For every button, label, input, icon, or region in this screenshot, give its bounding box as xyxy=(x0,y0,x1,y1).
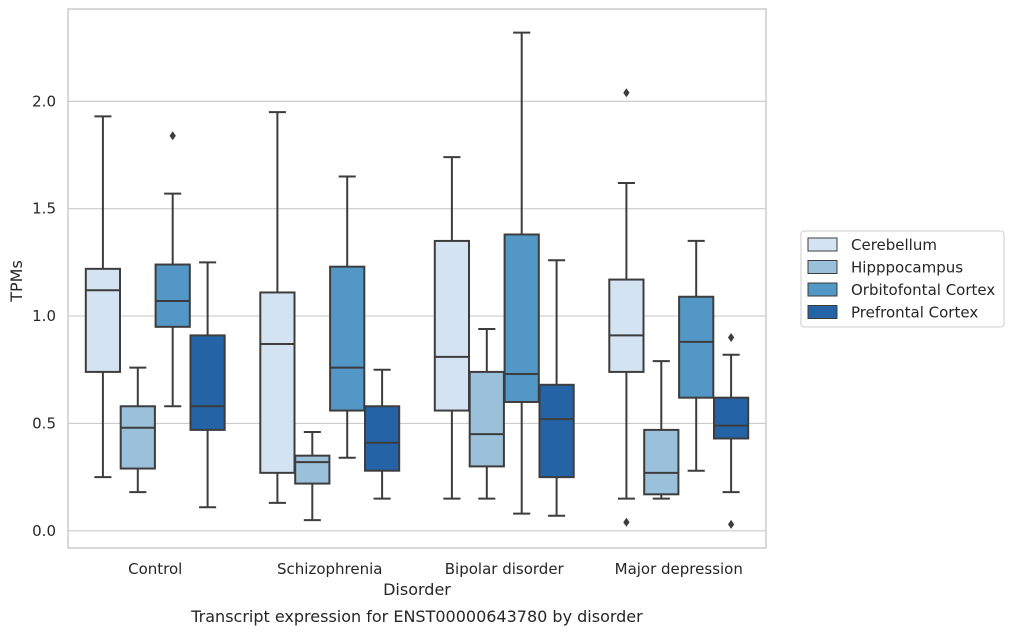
legend-label: Prefrontal Cortex xyxy=(851,304,978,322)
outlier-point xyxy=(623,517,630,527)
x-axis-label: Disorder xyxy=(383,580,451,599)
iqr-box xyxy=(259,291,296,474)
box-0-1 xyxy=(119,366,156,494)
iqr-box xyxy=(119,405,156,470)
outlier-point xyxy=(727,333,735,343)
legend-swatch xyxy=(807,237,838,252)
iqr-box xyxy=(538,383,575,479)
iqr-box xyxy=(468,370,505,468)
y-tick-label: 0.0 xyxy=(32,522,56,540)
legend: Cerebellum Hipppocampus Orbitofontal Corte… xyxy=(800,230,1005,328)
box-0-2 xyxy=(154,131,191,408)
outlier-point xyxy=(169,131,176,141)
legend-swatch xyxy=(807,282,838,297)
iqr-box xyxy=(294,454,331,485)
x-axis-ticks: Control Schizophrenia Bipolar disorder Majo… xyxy=(128,560,743,578)
box-3-0 xyxy=(608,88,645,527)
legend-swatch xyxy=(807,305,838,319)
iqr-box xyxy=(712,396,750,440)
legend-label: Cerebellum xyxy=(851,236,937,254)
iqr-box xyxy=(433,239,471,412)
box-2-0 xyxy=(433,156,471,500)
y-tick-label: 1.5 xyxy=(32,200,56,218)
box-3-2 xyxy=(678,239,715,472)
plot-frame xyxy=(67,8,767,549)
iqr-box xyxy=(503,233,540,403)
x-tick-label: Major depression xyxy=(615,560,743,578)
iqr-box xyxy=(329,265,366,412)
box-plots xyxy=(84,31,750,529)
box-3-1 xyxy=(643,360,680,500)
y-axis-label: TPMs xyxy=(7,260,26,303)
legend-swatch xyxy=(807,260,838,274)
box-0-3 xyxy=(189,261,226,509)
legend-frame xyxy=(800,230,1005,328)
y-axis-ticks: 0.0 0.5 1.0 1.5 2.0 xyxy=(32,92,56,539)
legend-label: Orbitofontal Cortex xyxy=(851,281,995,299)
iqr-box xyxy=(363,405,401,472)
iqr-box xyxy=(678,295,715,399)
box-3-3 xyxy=(712,333,750,529)
iqr-box xyxy=(608,278,645,373)
outlier-point xyxy=(727,519,735,529)
box-2-1 xyxy=(468,327,505,500)
x-tick-label: Schizophrenia xyxy=(277,560,382,578)
iqr-box xyxy=(154,263,191,328)
box-0-0 xyxy=(84,115,122,479)
box-1-3 xyxy=(363,368,401,500)
box-1-2 xyxy=(329,175,366,459)
box-2-3 xyxy=(538,259,575,517)
outlier-point xyxy=(623,88,630,98)
y-tick-label: 0.5 xyxy=(32,414,56,432)
iqr-box xyxy=(189,334,226,431)
box-1-1 xyxy=(294,431,331,522)
box-2-2 xyxy=(503,31,540,515)
box-1-0 xyxy=(259,111,296,504)
legend-label: Hipppocampus xyxy=(851,259,963,277)
chart-caption: Transcript expression for ENST0000064378… xyxy=(190,607,643,626)
y-tick-label: 1.0 xyxy=(32,307,56,325)
iqr-box xyxy=(84,267,122,373)
iqr-box xyxy=(643,428,680,496)
x-tick-label: Control xyxy=(128,560,182,578)
x-tick-label: Bipolar disorder xyxy=(445,560,565,578)
y-tick-label: 2.0 xyxy=(32,92,56,110)
